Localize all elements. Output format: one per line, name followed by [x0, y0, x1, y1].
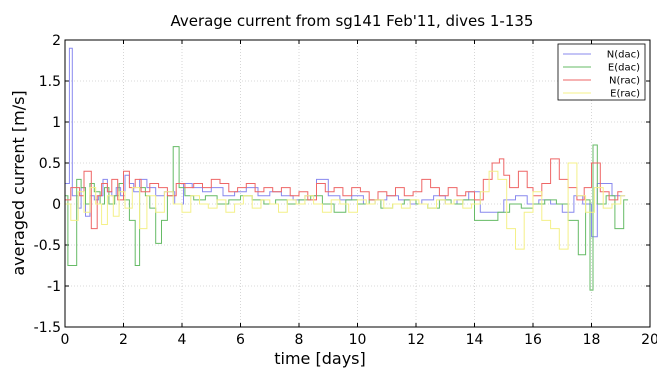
x-tick-label: 20	[641, 332, 657, 348]
chart-title: Average current from sg141 Feb'11, dives…	[171, 12, 534, 30]
legend: N(dac) E(dac) N(rac) E(rac)	[557, 43, 646, 101]
x-tick-label: 2	[119, 332, 128, 348]
series-group	[65, 47, 629, 291]
y-tick-label: 2	[52, 33, 61, 49]
y-tick-label: 1.5	[39, 74, 61, 90]
legend-label: E(dac)	[608, 63, 640, 74]
x-tick-label: 18	[583, 332, 601, 348]
y-tick-label: -1	[47, 279, 61, 295]
x-tick-label: 10	[349, 332, 367, 348]
x-tick-label: 4	[178, 332, 187, 348]
x-tick-label: 8	[295, 332, 304, 348]
y-tick-label: -1.5	[34, 320, 61, 336]
plot-frame	[64, 39, 651, 328]
series-line-e-dac	[65, 144, 629, 291]
legend-box	[557, 43, 646, 101]
series-line-n-dac	[65, 47, 626, 238]
x-tick-label: 16	[524, 332, 542, 348]
y-axis-label: averaged current [m/s]	[9, 90, 28, 275]
x-tick-labels: 0 2 4 6 8 10 12 14 16 18 20	[61, 332, 657, 348]
x-tick-label: 6	[236, 332, 245, 348]
series-line-e-rac	[65, 162, 626, 250]
x-tick-label: 12	[407, 332, 425, 348]
y-tick-label: 0	[52, 197, 61, 213]
y-tick-labels: -1.5 -1 -0.5 0 0.5 1 1.5 2	[34, 33, 61, 336]
y-tick-label: 1	[52, 115, 61, 131]
series-line-n-rac	[65, 158, 623, 230]
y-tick-label: -0.5	[34, 238, 61, 254]
legend-label: E(rac)	[610, 89, 640, 100]
y-tick-label: 0.5	[39, 156, 61, 172]
x-tick-label: 0	[61, 332, 70, 348]
legend-label: N(dac)	[607, 50, 640, 61]
legend-label: N(rac)	[609, 76, 640, 87]
x-tick-label: 14	[466, 332, 484, 348]
x-axis-label: time [days]	[274, 349, 365, 368]
